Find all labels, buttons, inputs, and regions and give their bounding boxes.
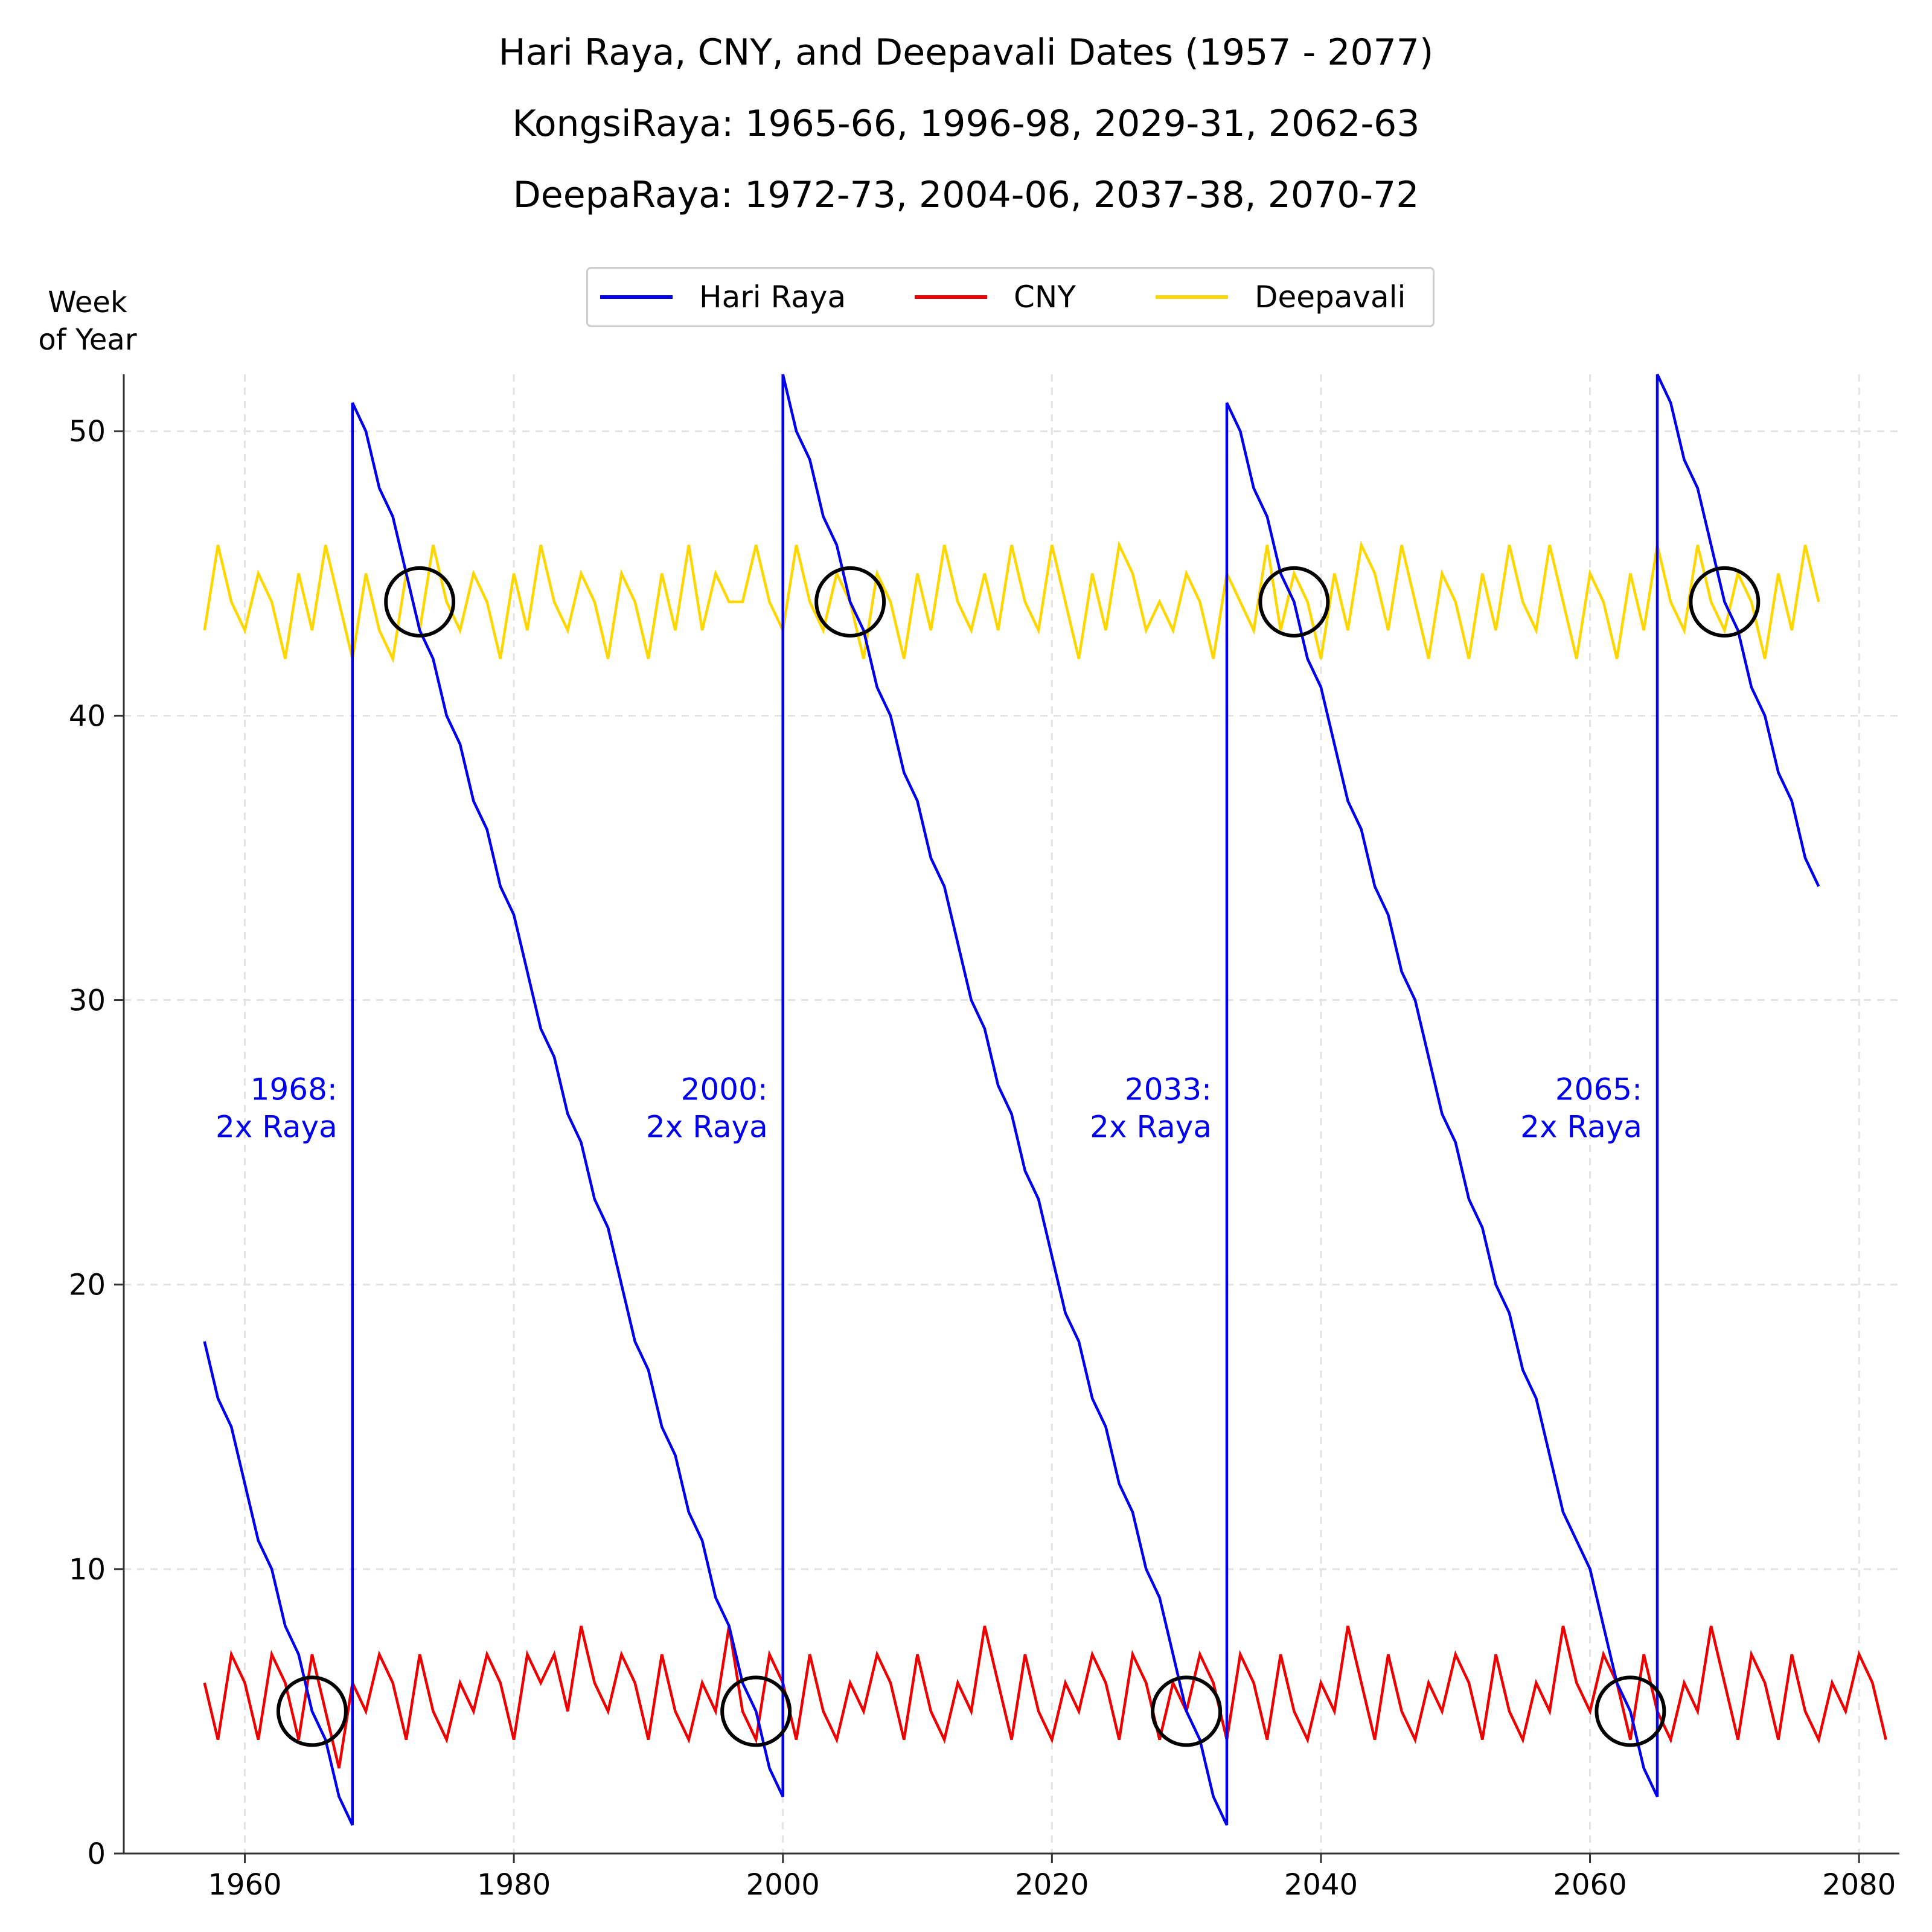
legend-swatch-deepavali bbox=[1156, 295, 1228, 299]
overlap-circle bbox=[276, 1675, 348, 1747]
legend-label-hari-raya: Hari Raya bbox=[699, 280, 846, 315]
legend-label-cny: CNY bbox=[1014, 280, 1076, 315]
x-tick-label: 1980 bbox=[477, 1868, 551, 1902]
overlap-circle bbox=[384, 566, 456, 638]
overlap-circle bbox=[720, 1675, 792, 1747]
x-tick-label: 2000 bbox=[746, 1868, 820, 1902]
y-tick-label: 50 bbox=[69, 415, 106, 449]
overlap-circle bbox=[1689, 566, 1761, 638]
x-tick-label: 2040 bbox=[1284, 1868, 1358, 1902]
annotation-label: 2x Raya bbox=[216, 1109, 337, 1144]
overlap-circle bbox=[1151, 1675, 1223, 1747]
legend-item-deepavali: Deepavali bbox=[1156, 269, 1406, 325]
legend: Hari Raya CNY Deepavali bbox=[586, 267, 1435, 327]
legend-label-deepavali: Deepavali bbox=[1255, 280, 1406, 315]
y-tick-label: 30 bbox=[69, 984, 106, 1018]
legend-item-hari-raya: Hari Raya bbox=[600, 269, 846, 325]
legend-item-cny: CNY bbox=[915, 269, 1076, 325]
annotation-year: 2065: bbox=[1555, 1072, 1642, 1107]
legend-swatch-cny bbox=[915, 295, 987, 299]
x-tick-label: 2080 bbox=[1822, 1868, 1896, 1902]
y-axis-label-line-2: of Year bbox=[38, 323, 137, 357]
annotation-label: 2x Raya bbox=[1090, 1109, 1212, 1144]
annotation-year: 2000: bbox=[681, 1072, 768, 1107]
overlap-circle bbox=[814, 566, 886, 638]
deepavali-line bbox=[203, 540, 1820, 664]
y-axis-label-line-1: Week bbox=[48, 286, 127, 319]
y-tick-label: 10 bbox=[69, 1553, 106, 1587]
hari-raya-line bbox=[203, 374, 1820, 1826]
annotation-year: 1968: bbox=[251, 1072, 337, 1107]
annotation-label: 2x Raya bbox=[1520, 1109, 1642, 1144]
y-tick-label: 20 bbox=[69, 1268, 106, 1302]
legend-swatch-hari-raya bbox=[600, 295, 673, 299]
chart-title: Hari Raya, CNY, and Deepavali Dates (195… bbox=[498, 31, 1434, 74]
cny-line bbox=[203, 1625, 1887, 1769]
x-tick-label: 1960 bbox=[208, 1868, 281, 1902]
overlap-circle bbox=[1258, 566, 1330, 638]
annotation-label: 2x Raya bbox=[646, 1109, 768, 1144]
y-tick-label: 0 bbox=[87, 1837, 106, 1871]
x-tick-label: 2020 bbox=[1015, 1868, 1089, 1902]
x-tick-label: 2060 bbox=[1553, 1868, 1627, 1902]
y-tick-label: 40 bbox=[69, 699, 106, 733]
annotation-year: 2033: bbox=[1125, 1072, 1212, 1107]
y-axis-label: Week of Year bbox=[18, 284, 157, 359]
overlap-circle bbox=[1595, 1675, 1666, 1747]
deeparaya-subtitle: DeepaRaya: 1972-73, 2004-06, 2037-38, 20… bbox=[513, 174, 1419, 216]
kongsiraya-subtitle: KongsiRaya: 1965-66, 1996-98, 2029-31, 2… bbox=[512, 103, 1420, 145]
